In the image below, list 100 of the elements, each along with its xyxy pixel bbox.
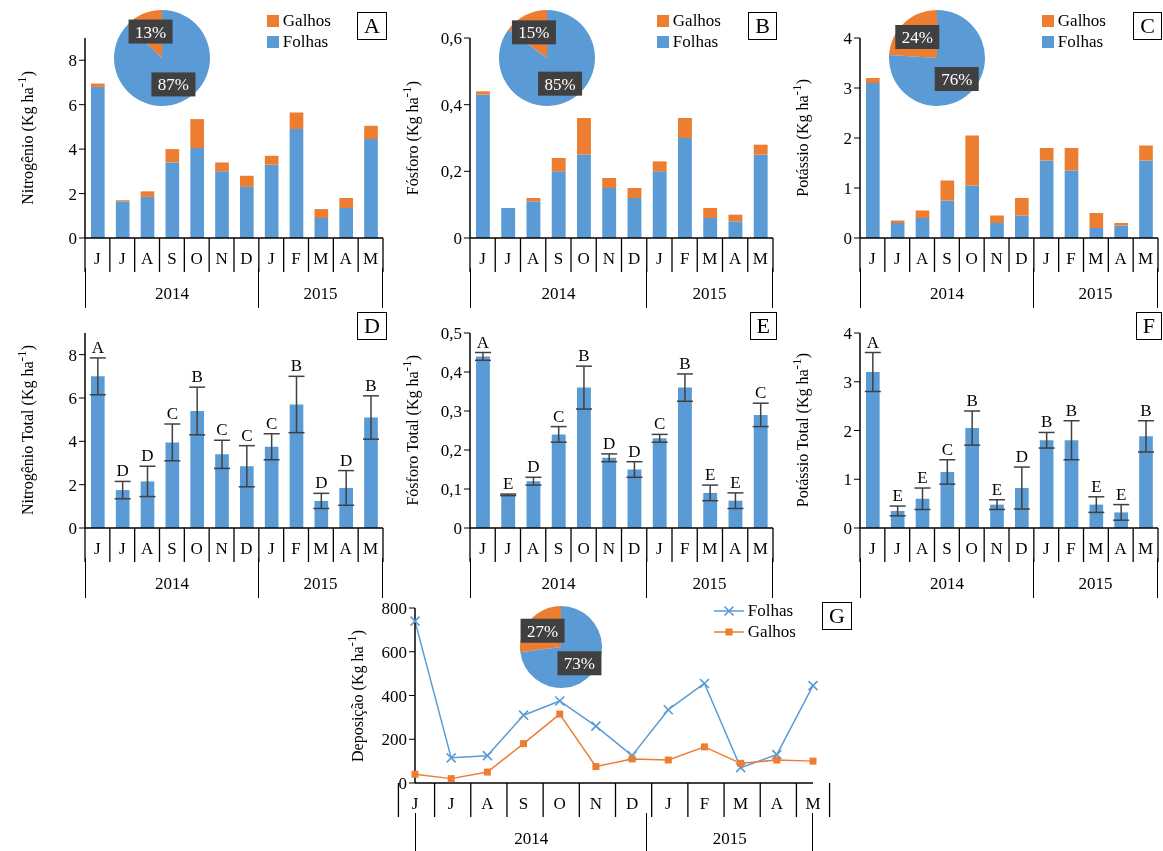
data-label: E [1115, 484, 1127, 504]
data-label: D [527, 457, 540, 477]
y-tick-label: 3 [843, 372, 852, 392]
x-tick-label: N [602, 249, 616, 268]
x-tick-label: J [504, 539, 512, 558]
text: 2015 [258, 268, 383, 308]
text: 2014 [470, 268, 646, 308]
bar [264, 164, 279, 238]
text: 2014 [415, 813, 647, 851]
bar [91, 376, 105, 528]
text: 2015 [646, 813, 813, 851]
bar [652, 171, 667, 238]
x-tick-label: J [656, 539, 664, 558]
bar [115, 201, 130, 238]
point [662, 704, 674, 716]
bar [91, 86, 105, 238]
x-tick-label: J [447, 794, 455, 813]
bar [703, 492, 718, 528]
x-tick-label: A [481, 794, 495, 813]
bar [602, 457, 617, 528]
bar [1064, 148, 1079, 171]
point [628, 755, 636, 763]
x-tick-label: M [1138, 249, 1154, 268]
x-tick-label: N [990, 249, 1003, 268]
x-tick-label: J [869, 539, 877, 558]
y-tick-label: 0 [843, 229, 852, 249]
point [520, 740, 528, 748]
data-label: E [917, 468, 928, 488]
data-label: D [315, 473, 328, 493]
y-tick-label: 0,2 [440, 162, 462, 182]
x-tick-label: S [942, 249, 952, 268]
bar [140, 196, 155, 238]
data-label: E [730, 472, 741, 492]
chart-title: A [357, 12, 387, 40]
x-tick-label: F [291, 249, 301, 268]
data-label: 73% [563, 654, 596, 674]
x-tick-label: M [733, 794, 749, 813]
x-tick-label: O [577, 249, 590, 268]
bar [753, 154, 768, 238]
point [482, 750, 493, 761]
data-label: B [679, 353, 691, 373]
x-tick-label: M [313, 539, 329, 558]
x-tick-label: J [94, 539, 102, 558]
x-tick-label: F [699, 794, 710, 813]
x-tick-label: O [965, 539, 978, 558]
bar [339, 208, 353, 238]
bar [314, 218, 329, 238]
bar [1039, 148, 1054, 161]
data-label: D [1015, 447, 1028, 467]
y-tick-label: 800 [381, 599, 407, 619]
y-tick-label: 2 [843, 421, 852, 441]
bar [215, 171, 229, 238]
y-tick-label: 0,1 [440, 480, 462, 500]
y-tick-label: 0 [68, 229, 77, 249]
bar [940, 200, 955, 238]
x-tick-label: A [1114, 539, 1128, 558]
legend-label: Galhos [747, 621, 796, 642]
bar [190, 411, 204, 528]
x-tick-label: M [702, 539, 718, 558]
data-label: C [553, 406, 565, 426]
bar [339, 487, 353, 528]
x-tick-label: O [553, 794, 566, 813]
chart-title: G [822, 602, 852, 630]
x-tick-label: F [679, 539, 690, 558]
chart-title: D [357, 312, 387, 340]
x-tick-label: D [627, 539, 641, 558]
y-tick-label: 200 [381, 730, 407, 750]
data-label: 13% [134, 22, 167, 42]
bar [728, 221, 743, 238]
bar [551, 158, 566, 172]
bar [915, 218, 930, 238]
data-label: A [476, 332, 490, 352]
bar [165, 442, 180, 528]
x-tick-label: J [267, 539, 275, 558]
text: 2015 [646, 268, 773, 308]
x-tick-label: S [167, 539, 177, 558]
bar [1064, 170, 1079, 238]
bar [339, 198, 353, 208]
data-label: B [1040, 412, 1053, 432]
bar [264, 155, 279, 165]
x-tick-label: M [752, 249, 768, 268]
x-tick-label: O [965, 249, 978, 268]
data-label: D [628, 441, 641, 461]
data-label: E [503, 474, 514, 494]
x-tick-label: O [190, 249, 203, 268]
point [664, 756, 672, 764]
x-tick-label: J [118, 539, 126, 558]
data-label: E [892, 486, 903, 506]
x-tick-label: A [339, 539, 353, 558]
x-tick-label: M [363, 249, 379, 268]
x-tick-label: F [1066, 539, 1076, 558]
point [626, 750, 638, 761]
y-tick-label: 2 [68, 475, 77, 495]
point [483, 768, 491, 776]
x-tick-label: J [869, 249, 877, 268]
x-tick-label: A [915, 539, 929, 558]
data-label: 15% [518, 23, 550, 43]
y-tick-label: 600 [381, 642, 407, 662]
point [807, 680, 819, 691]
bar [240, 175, 254, 187]
